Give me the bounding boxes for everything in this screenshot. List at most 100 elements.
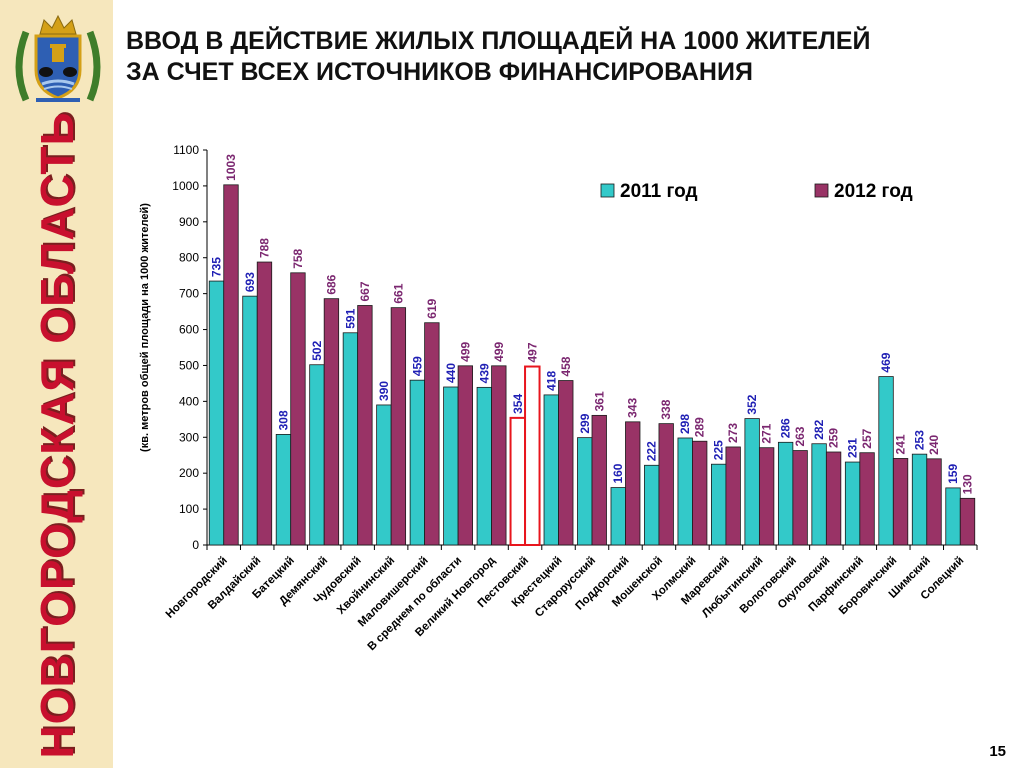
sidebar: НОВГОРОДСКАЯ ОБЛАСТЬ (0, 0, 113, 768)
y-axis-title: (кв. метров общей площади на 1000 жителе… (139, 203, 151, 452)
y-tick-label: 400 (179, 394, 199, 408)
category-label: Любытинский (700, 555, 765, 620)
bar-2011 (644, 464, 660, 546)
bar-2012 (658, 423, 674, 546)
bar-2012 (959, 497, 976, 546)
bar-2012 (892, 458, 909, 546)
bar-2012 (758, 447, 775, 546)
y-tick-label: 700 (179, 287, 199, 301)
data-label-2011: 282 (812, 419, 826, 439)
bar-2012 (859, 452, 875, 546)
bar-2011 (744, 418, 760, 546)
bar-2012 (290, 272, 306, 546)
data-label-2012: 758 (291, 248, 305, 268)
data-label-2011: 735 (209, 257, 223, 277)
bar-2012 (524, 365, 541, 547)
data-label-2012: 263 (793, 426, 807, 446)
category-label: Старорусский (533, 555, 598, 620)
bar-2011 (275, 433, 292, 546)
legend-swatch-2011 (600, 183, 615, 198)
y-tick-label: 200 (179, 466, 199, 480)
bar-2011 (610, 487, 626, 546)
bar-2012 (625, 421, 641, 546)
page-title-line-1: ВВОД В ДЕЙСТВИЕ ЖИЛЫХ ПЛОЩАДЕЙ НА 1000 Ж… (126, 27, 871, 55)
legend-label-2011: 2011 год (620, 181, 698, 202)
data-label-2011: 286 (779, 418, 793, 438)
bar-2011 (911, 453, 928, 546)
bar-2011 (577, 437, 593, 546)
data-label-2012: 1003 (224, 154, 238, 181)
y-tick-label: 500 (179, 358, 199, 372)
bar-2012 (725, 446, 741, 546)
bar-2011 (476, 386, 492, 546)
y-tick-label: 800 (179, 251, 199, 265)
data-label-2012: 499 (492, 341, 506, 361)
y-tick-label: 300 (179, 430, 199, 444)
data-label-2011: 440 (444, 363, 458, 383)
bar-2011 (509, 416, 527, 546)
category-label: Новгородский (164, 555, 230, 621)
bar-2011 (878, 376, 894, 546)
bar-2012 (323, 298, 340, 546)
legend-label-2012: 2012 год (834, 181, 913, 202)
data-label-2011: 298 (678, 414, 692, 434)
data-label-2012: 343 (626, 397, 640, 417)
bar-2012 (692, 440, 708, 546)
data-label-2012: 241 (894, 434, 908, 454)
data-label-2011: 225 (712, 440, 726, 460)
bar-2012 (491, 365, 507, 546)
bar-2011 (777, 441, 794, 546)
bar-2012 (223, 184, 239, 546)
data-label-2011: 693 (243, 272, 257, 292)
coat-of-arms-icon (6, 8, 110, 112)
bar-2012 (825, 451, 842, 546)
data-label-2012: 497 (525, 342, 539, 362)
data-label-2012: 289 (693, 417, 707, 437)
data-label-2012: 661 (391, 283, 405, 303)
data-label-2011: 390 (377, 381, 391, 401)
data-label-2012: 667 (358, 281, 372, 301)
bar-2011 (342, 332, 359, 546)
bar-2011 (945, 487, 961, 546)
data-label-2012: 259 (827, 428, 841, 448)
data-label-2011: 222 (645, 441, 659, 461)
y-tick-label: 1100 (173, 143, 199, 157)
data-label-2011: 231 (846, 438, 860, 458)
y-tick-label: 900 (179, 215, 199, 229)
category-label: Хвойнинский (335, 555, 397, 617)
bar-2011 (242, 295, 258, 546)
bar-2011 (376, 404, 392, 546)
bar-2012 (558, 380, 574, 546)
bar-2012 (357, 305, 373, 546)
data-label-2011: 418 (544, 371, 558, 391)
bar-2011 (443, 386, 459, 546)
data-label-2011: 160 (611, 463, 625, 483)
data-label-2011: 591 (343, 308, 357, 328)
data-label-2011: 159 (946, 464, 960, 484)
page-number: 15 (989, 743, 1006, 760)
data-label-2012: 338 (659, 399, 673, 419)
bar-2011 (811, 443, 827, 546)
data-label-2012: 361 (592, 391, 606, 411)
bar-2011 (409, 379, 426, 546)
data-label-2011: 253 (913, 430, 927, 450)
data-label-2011: 439 (477, 363, 491, 383)
data-label-2011: 308 (276, 410, 290, 430)
data-label-2012: 271 (760, 423, 774, 443)
data-label-2011: 354 (511, 394, 525, 414)
bar-2012 (457, 365, 473, 546)
data-label-2011: 502 (310, 340, 324, 360)
bar-2012 (390, 307, 407, 546)
data-label-2011: 299 (578, 413, 592, 433)
data-label-2012: 130 (961, 474, 975, 494)
data-label-2011: 459 (410, 356, 424, 376)
page-title-line-2: ЗА СЧЕТ ВСЕХ ИСТОЧНИКОВ ФИНАНСИРОВАНИЯ (126, 58, 753, 86)
data-label-2012: 619 (425, 298, 439, 318)
data-label-2012: 240 (927, 434, 941, 454)
bar-2011 (844, 461, 861, 546)
data-label-2012: 458 (559, 356, 573, 376)
data-label-2011: 352 (745, 394, 759, 414)
bar-2012 (256, 261, 273, 546)
data-label-2011: 469 (879, 352, 893, 372)
bar-2012 (792, 450, 808, 546)
